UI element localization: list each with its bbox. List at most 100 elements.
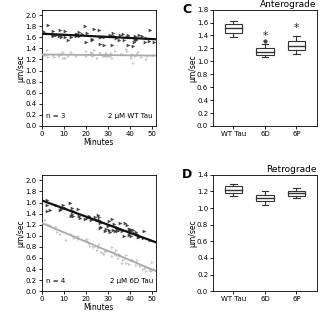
Point [52,54,57,59]
Point [133,230,138,235]
Point [130,60,135,66]
Point [83,39,88,44]
Point [43,51,48,56]
Bar [256,48,274,55]
Point [146,38,151,43]
Bar [225,24,242,33]
Point [125,32,130,37]
Point [42,217,47,222]
Point [65,38,70,43]
Point [142,39,148,44]
Point [51,33,56,38]
Point [92,26,97,31]
Point [134,51,140,56]
Point [113,224,118,229]
Point [44,53,49,58]
Point [95,213,100,218]
Point [128,55,133,60]
Point [101,53,106,58]
Point [106,53,111,59]
Point [98,50,103,55]
Point [106,219,111,224]
Point [129,228,134,233]
Point [120,258,125,263]
Point [62,205,67,210]
Point [132,36,138,41]
Point [136,49,141,54]
X-axis label: Minutes: Minutes [84,303,114,312]
Point [107,53,112,58]
Point [119,260,124,266]
Point [134,257,140,262]
Point [98,35,103,40]
Point [59,35,64,40]
Point [41,28,46,33]
Point [111,34,116,39]
Point [128,258,133,263]
Point [128,54,133,59]
Y-axis label: μm/sec: μm/sec [188,54,197,82]
Point [83,49,88,54]
Text: D: D [182,168,192,181]
Point [44,47,50,52]
Point [111,228,116,233]
Bar [288,41,305,50]
Point [105,53,110,59]
Y-axis label: μm/sec: μm/sec [17,219,26,247]
Point [43,30,48,36]
Point [124,35,130,40]
Point [141,229,146,234]
Point [87,244,92,249]
Text: 2 μM 6D Tau: 2 μM 6D Tau [109,278,153,284]
Point [132,230,137,236]
Point [69,205,74,211]
Point [143,35,148,40]
Point [84,31,89,36]
Point [120,52,125,57]
Point [71,214,76,219]
Point [131,228,136,233]
Point [98,250,103,255]
Point [113,228,118,233]
Point [73,54,78,59]
Point [68,34,74,39]
Point [86,240,91,245]
Point [137,263,142,268]
Point [68,49,73,54]
Point [123,252,128,258]
Point [132,54,137,59]
Point [118,52,123,57]
Point [85,236,90,242]
Point [127,261,132,266]
Text: *: * [262,31,268,41]
Point [70,211,75,216]
Point [69,213,74,219]
Point [127,232,132,237]
Point [57,28,62,33]
Point [109,244,114,250]
Point [149,267,155,272]
Point [93,244,98,249]
Point [95,56,100,61]
Point [148,27,153,32]
Point [126,43,131,48]
Point [76,233,81,238]
Point [86,214,91,219]
Point [50,28,55,33]
Point [131,43,136,48]
Point [57,53,62,58]
Point [62,28,68,33]
Point [109,55,115,60]
Point [90,54,95,59]
Point [99,34,104,39]
Point [55,229,60,234]
Point [44,208,49,213]
Point [103,229,108,234]
Point [106,224,111,229]
Point [71,236,76,241]
Point [148,268,153,273]
Point [141,267,146,272]
Point [59,32,64,37]
Point [144,268,149,274]
Point [115,228,120,233]
